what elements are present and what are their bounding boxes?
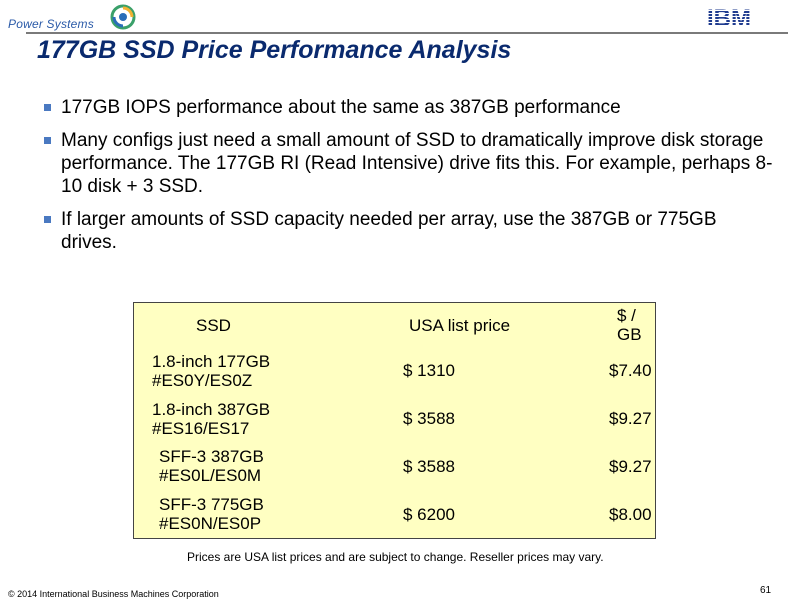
bullet-text: If larger amounts of SSD capacity needed… xyxy=(61,209,717,253)
bullet-item: If larger amounts of SSD capacity needed… xyxy=(44,208,774,254)
page-title: 177GB SSD Price Performance Analysis xyxy=(37,36,512,64)
header-rule xyxy=(26,32,788,34)
price-disclaimer: Prices are USA list prices and are subje… xyxy=(187,550,604,564)
price-cell: $ 1310 xyxy=(403,361,455,381)
ssd-size: SFF-3 387GB xyxy=(159,447,264,467)
bullet-text: Many configs just need a small amount of… xyxy=(61,130,773,197)
table-row: SFF-3 387GB #ES0L/ES0M $ 3588 $9.27 xyxy=(134,443,655,491)
square-bullet-icon xyxy=(44,104,51,111)
page-number: 61 xyxy=(760,585,772,596)
per-gb-cell: $9.27 xyxy=(609,409,652,429)
per-gb-cell: $9.27 xyxy=(609,456,652,476)
ssd-feature-code: #ES0N/ES0P xyxy=(159,514,262,534)
ssd-cell: SFF-3 387GB #ES0L/ES0M xyxy=(134,443,379,491)
header-usa-list-price: USA list price xyxy=(409,315,511,335)
per-gb-cell: $8.00 xyxy=(609,504,652,524)
ssd-size: 1.8-inch 387GB xyxy=(152,399,271,419)
header-ssd: SSD xyxy=(196,315,231,335)
copyright-text: © 2014 International Business Machines C… xyxy=(8,589,219,599)
ssd-size: 1.8-inch 177GB xyxy=(152,351,271,371)
brand-text: Power Systems xyxy=(8,17,94,31)
header-price-per-gb: $ / GB xyxy=(617,306,642,344)
power-systems-logo: Power Systems xyxy=(8,4,138,36)
table-header-row: SSD USA list price $ / GB xyxy=(134,303,655,347)
ssd-cell: 1.8-inch 177GB #ES0Y/ES0Z xyxy=(134,347,379,395)
ibm-logo: IBM xyxy=(707,5,751,29)
price-cell: $ 6200 xyxy=(403,504,455,524)
table-row: SFF-3 775GB #ES0N/ES0P $ 6200 $8.00 xyxy=(134,490,655,538)
per-gb-cell: $7.40 xyxy=(609,361,652,381)
ssd-cell: 1.8-inch 387GB #ES16/ES17 xyxy=(134,395,379,443)
ssd-feature-code: #ES0Y/ES0Z xyxy=(152,370,253,390)
price-cell: $ 3588 xyxy=(403,456,455,476)
bullet-text: 177GB IOPS performance about the same as… xyxy=(61,97,621,118)
square-bullet-icon xyxy=(44,216,51,223)
square-bullet-icon xyxy=(44,137,51,144)
svg-text:IBM: IBM xyxy=(707,5,751,29)
ssd-feature-code: #ES0L/ES0M xyxy=(159,466,262,486)
ssd-feature-code: #ES16/ES17 xyxy=(152,418,250,438)
bullet-list: 177GB IOPS performance about the same as… xyxy=(44,96,774,264)
price-cell: $ 3588 xyxy=(403,409,455,429)
table-row: 1.8-inch 177GB #ES0Y/ES0Z $ 1310 $7.40 xyxy=(134,347,655,395)
bullet-item: Many configs just need a small amount of… xyxy=(44,129,774,198)
power-systems-swirl-icon xyxy=(110,4,136,30)
bullet-item: 177GB IOPS performance about the same as… xyxy=(44,96,774,119)
ssd-cell: SFF-3 775GB #ES0N/ES0P xyxy=(134,490,379,538)
table-row: 1.8-inch 387GB #ES16/ES17 $ 3588 $9.27 xyxy=(134,395,655,443)
ssd-size: SFF-3 775GB xyxy=(159,495,264,515)
ssd-price-table: SSD USA list price $ / GB 1.8-inch 177GB… xyxy=(133,302,656,539)
